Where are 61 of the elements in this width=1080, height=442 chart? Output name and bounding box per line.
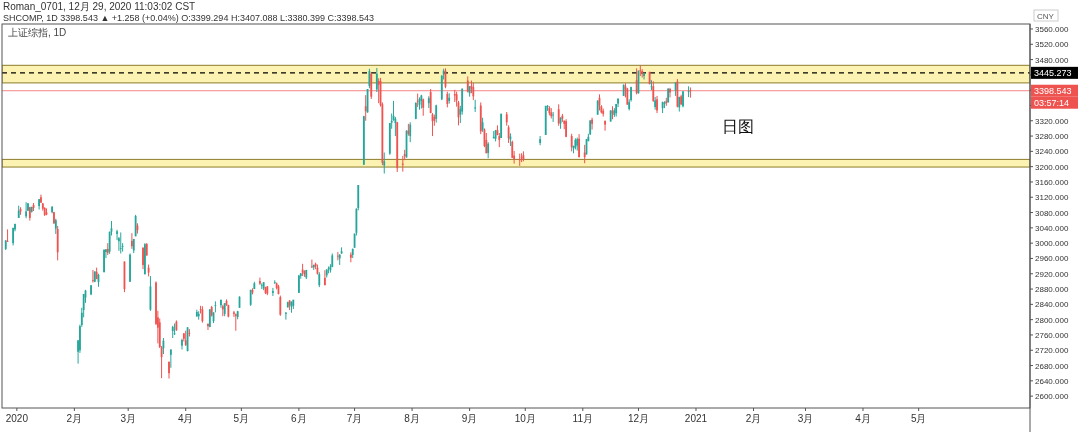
x-tick-label: 8月 [404,413,420,424]
candlestick [130,232,133,250]
text: Roman_0701, 12月 29, 2020 11:03:02 CST [3,1,196,12]
x-tick-label: 2021 [684,413,708,424]
y-tick-label: 2960.000 [1035,254,1069,264]
text: SHCOMP, 1D 3398.543 ▲ +1.258 (+0.04%) O:3399.294 H:3407.088 L:3380.399 C:3398.543 [3,13,375,23]
x-tick-label: 9月 [461,413,478,424]
ref-line-label: 3398.543 [1034,86,1072,97]
x-tick-label: 11月 [572,413,593,424]
x-tick-label: 2月 [745,413,762,424]
candlestick [604,120,606,132]
x-tick-label: 2月 [66,413,83,424]
x-tick-label: 10月 [514,413,536,424]
text: CNY [1037,11,1055,21]
y-tick-label: 3320.000 [1035,116,1069,126]
y-tick-label: 3080.000 [1035,208,1069,218]
y-tick-label: 3120.000 [1035,193,1069,203]
candlestick [90,284,92,296]
ref-line-label: 3445.273 [1034,68,1072,79]
y-tick-label: 3280.000 [1035,132,1069,142]
candlestick [539,135,542,146]
candlestick [383,152,386,175]
y-tick-label: 2840.000 [1035,300,1069,310]
candlestick [279,295,282,317]
y-tick-label: 3160.000 [1035,177,1069,187]
y-tick-label: 2760.000 [1035,330,1069,340]
candlestick [583,144,586,164]
annotation: 日图 [721,117,754,135]
y-tick-label: 3000.000 [1035,239,1069,249]
candlestick [119,231,122,254]
x-tick-label: 2020 [5,413,29,424]
x-tick-label: 6月 [291,413,307,424]
y-tick-label: 3480.000 [1035,55,1069,65]
y-tick-label: 2720.000 [1035,346,1069,356]
x-tick-label: 12月 [627,413,650,424]
x-tick-label: 3月 [120,413,136,424]
x-tick-label: 5月 [910,413,927,424]
y-tick-label: 3200.000 [1035,162,1069,172]
y-tick-label: 2600.000 [1035,392,1069,402]
candlestick [272,287,274,297]
candlestick [129,252,131,283]
y-tick-label: 2880.000 [1035,285,1069,295]
y-tick-label: 3520.000 [1035,40,1069,50]
y-tick-label: 2640.000 [1035,376,1069,386]
x-tick-label: 5月 [233,413,250,424]
y-tick-label: 2800.000 [1035,315,1069,325]
x-tick-label: 7月 [346,413,363,424]
x-tick-label: 3月 [797,413,814,424]
y-tick-label: 2920.000 [1035,269,1069,279]
candlestick [25,201,28,219]
y-tick-label: 2680.000 [1035,361,1069,371]
y-tick-label: 3560.000 [1035,24,1069,34]
candlestick [285,311,287,321]
y-tick-label: 3240.000 [1035,147,1069,157]
x-tick-label: 4月 [855,413,871,424]
x-tick-label: 4月 [177,413,194,424]
chart-title: 上证综指, 1D [8,27,67,38]
text: 03:57:14 [1034,98,1070,109]
y-tick-label: 3040.000 [1035,223,1069,233]
candlestick [214,300,217,313]
candlestick [349,251,352,263]
